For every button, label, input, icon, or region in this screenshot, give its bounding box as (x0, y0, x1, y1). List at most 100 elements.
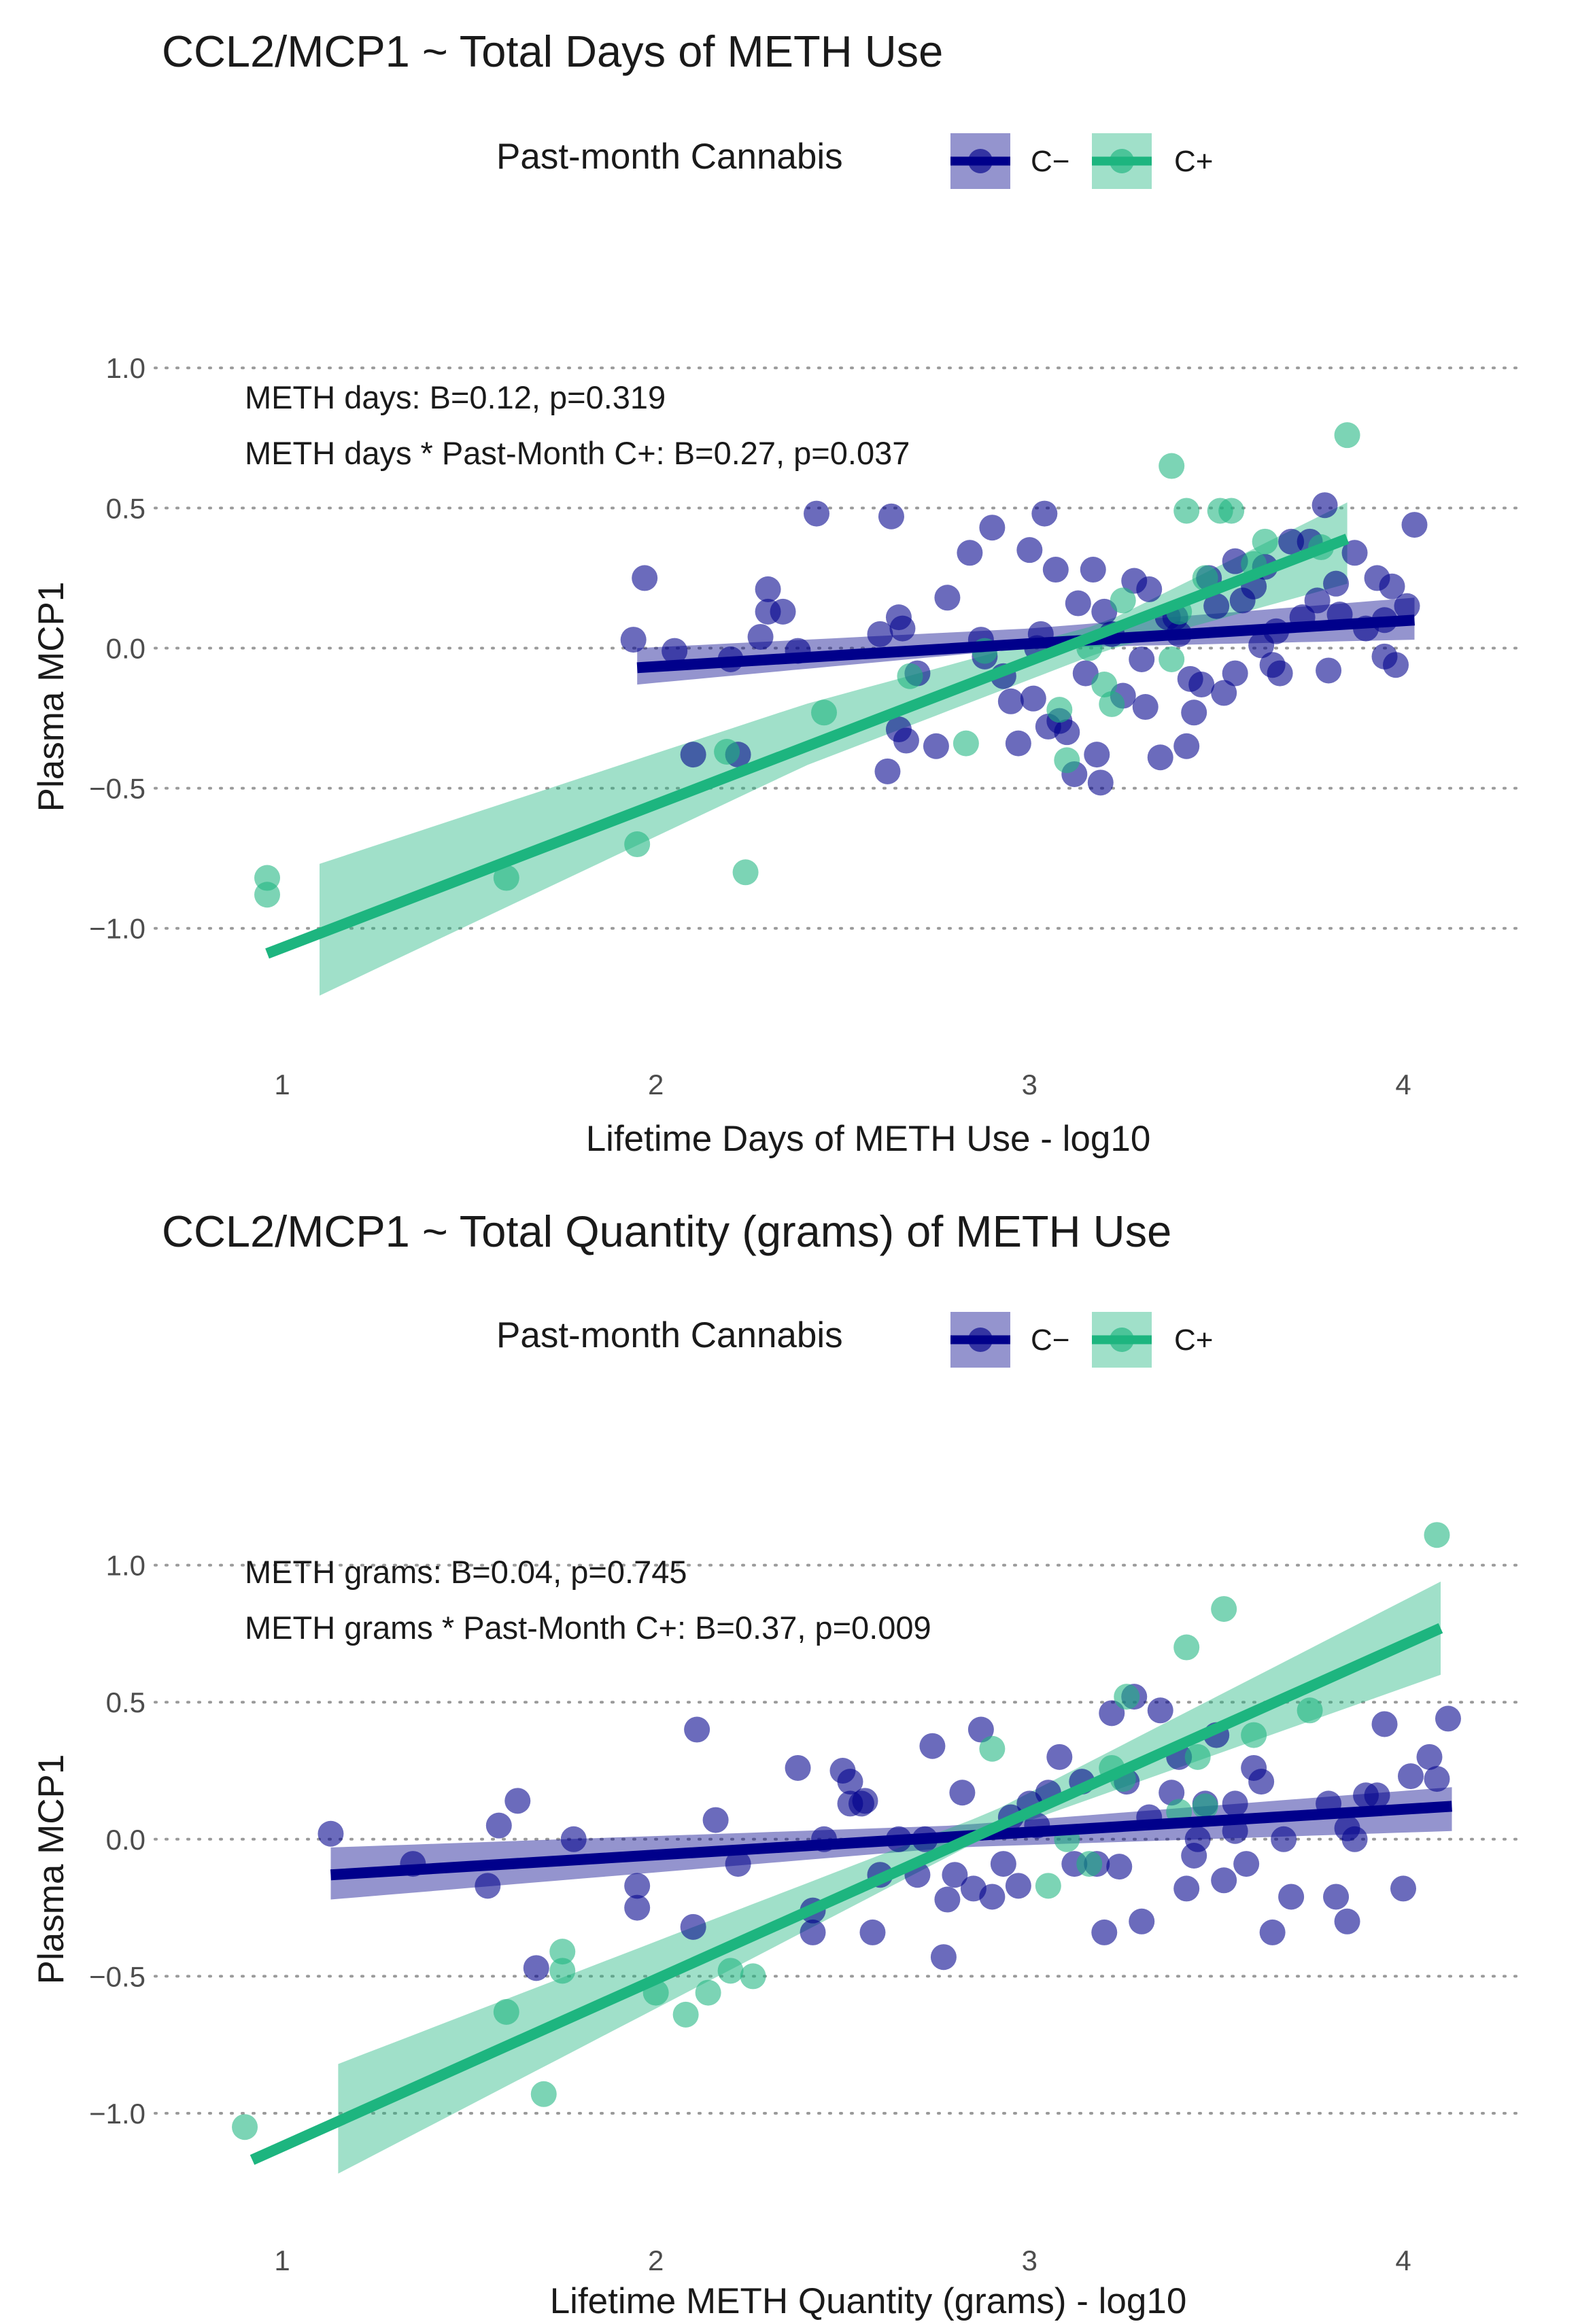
chart-2-point-c-minus-34 (979, 1884, 1006, 1910)
chart-2-point-c-minus-10 (684, 1716, 710, 1743)
chart-2-point-c-plus-0 (232, 2114, 258, 2140)
chart-1-point-c-minus-9 (770, 598, 796, 625)
chart-2-annotations: METH grams: B=0.04, p=0.745 METH grams *… (245, 1554, 931, 1646)
chart-2-point-c-plus-23 (1297, 1697, 1323, 1724)
chart-1-point-c-plus-14 (1099, 691, 1125, 717)
chart-2-point-c-minus-46 (1099, 1700, 1125, 1727)
chart-2-point-c-plus-16 (1114, 1684, 1140, 1710)
chart-1-point-c-plus-13 (1091, 672, 1118, 698)
chart-1-point-c-minus-37 (1054, 719, 1080, 746)
chart-1-y-tick-label-1: −0.5 (89, 773, 145, 805)
chart-1-title: CCL2/MCP1 ~ Total Days of METH Use (162, 27, 943, 76)
chart-2-fit-line-c-plus (250, 1623, 1443, 2165)
chart-1-point-c-minus-7 (755, 576, 781, 602)
chart-1-annotation-interaction: METH days * Past-Month C+: B=0.27, p=0.0… (245, 435, 910, 471)
chart-2-annotation-main: METH grams: B=0.04, p=0.745 (245, 1554, 687, 1590)
chart-1-point-c-minus-6 (747, 623, 774, 650)
chart-1-point-c-minus-85 (1394, 593, 1420, 619)
chart-1-point-c-minus-71 (1278, 528, 1305, 555)
chart-1-point-c-plus-2 (493, 865, 519, 891)
chart-1-point-c-minus-11 (804, 500, 830, 527)
chart-2-point-c-minus-7 (624, 1873, 651, 1899)
chart-2-x-tick-label-1: 2 (648, 2244, 664, 2276)
chart-2-x-tick-label-3: 4 (1395, 2244, 1411, 2276)
chart-2-x-tick-labels: 1 2 3 4 (274, 2244, 1411, 2276)
chart-1-point-c-minus-84 (1383, 652, 1409, 678)
chart-1-point-c-minus-25 (979, 515, 1006, 541)
chart-1-y-tick-label-3: 0.5 (106, 492, 145, 524)
chart-2-point-c-minus-75 (1390, 1875, 1416, 1902)
chart-2-y-tick-label-0: −1.0 (89, 2098, 145, 2130)
chart-1-point-c-plus-17 (1159, 453, 1185, 479)
chart-2-legend-title: Past-month Cannabis (496, 1315, 843, 1355)
chart-2-point-c-minus-50 (1129, 1908, 1155, 1935)
chart-1-point-c-minus-43 (1087, 769, 1114, 796)
chart-1-point-c-plus-10 (1046, 697, 1073, 723)
chart-1-point-c-minus-51 (1147, 744, 1173, 771)
chart-1-point-c-plus-6 (811, 699, 838, 726)
chart-2-point-c-plus-18 (1173, 1634, 1200, 1661)
chart-1-point-c-plus-11 (1054, 747, 1080, 774)
chart-2-point-c-minus-60 (1211, 1867, 1237, 1894)
chart-1-point-c-minus-41 (1080, 557, 1106, 583)
chart-1-point-c-minus-83 (1379, 573, 1405, 600)
chart-1-grid (154, 366, 1521, 930)
chart-2-point-c-minus-30 (942, 1862, 968, 1888)
chart-2-point-c-plus-7 (695, 1979, 721, 2006)
chart-2-y-tick-label-4: 1.0 (106, 1550, 145, 1582)
chart-2-point-c-minus-57 (1184, 1826, 1211, 1852)
chart-1-legend-label-c-minus: C− (1031, 145, 1069, 178)
chart-1-y-axis-title: Plasma MCP1 (31, 582, 71, 812)
chart-panel-1: CCL2/MCP1 ~ Total Days of METH Use Past-… (31, 27, 1521, 1159)
chart-2-point-c-minus-22 (859, 1919, 886, 1945)
chart-1-point-c-plus-4 (714, 739, 740, 765)
chart-1-fit-line-c-minus (636, 614, 1415, 674)
chart-1-point-c-minus-62 (1222, 660, 1248, 687)
chart-1-x-tick-label-1: 2 (648, 1069, 664, 1100)
chart-2-plot (232, 1522, 1461, 2174)
chart-2-point-c-minus-5 (523, 1955, 549, 1981)
chart-2-legend-key-c-plus-point (1110, 1328, 1134, 1352)
chart-2-point-c-minus-27 (919, 1733, 946, 1759)
chart-1-point-c-minus-55 (1173, 733, 1200, 759)
chart-1-y-tick-label-4: 1.0 (106, 352, 145, 384)
chart-2-point-c-plus-4 (549, 1958, 576, 1984)
chart-2-point-c-minus-45 (1091, 1919, 1118, 1945)
chart-2-point-c-plus-22 (1241, 1722, 1267, 1748)
chart-1-point-c-plus-20 (1192, 565, 1218, 591)
chart-2-point-c-plus-10 (979, 1735, 1006, 1762)
chart-1-point-c-minus-20 (923, 733, 949, 759)
chart-2-point-c-minus-55 (1173, 1875, 1200, 1902)
chart-1-point-c-plus-15 (1110, 587, 1136, 614)
chart-1-annotation-main: METH days: B=0.12, p=0.319 (245, 379, 666, 415)
chart-2-x-tick-label-2: 3 (1022, 2244, 1037, 2276)
chart-1-point-c-plus-26 (1334, 422, 1360, 449)
chart-1-point-c-minus-18 (893, 727, 919, 754)
chart-1-point-c-minus-22 (957, 540, 983, 566)
chart-2-point-c-plus-21 (1211, 1596, 1237, 1623)
chart-2-point-c-plus-13 (1076, 1851, 1103, 1877)
chart-2-point-c-minus-33 (967, 1716, 994, 1743)
chart-1-point-c-minus-49 (1132, 694, 1159, 721)
chart-2-point-c-minus-76 (1397, 1763, 1424, 1790)
chart-2-x-tick-label-0: 1 (274, 2244, 290, 2276)
chart-1-fit-line-c-plus (265, 534, 1350, 959)
chart-2-legend-label-c-minus: C− (1031, 1323, 1069, 1357)
chart-1-point-c-minus-48 (1129, 646, 1155, 672)
chart-2-point-c-plus-2 (530, 2081, 557, 2107)
chart-2-point-c-minus-21 (852, 1788, 878, 1814)
chart-2-point-c-plus-24 (1424, 1522, 1450, 1548)
chart-1-y-tick-label-2: 0.0 (106, 632, 145, 664)
chart-1-x-tick-labels: 1 2 3 4 (274, 1069, 1411, 1100)
chart-1-x-tick-label-3: 4 (1395, 1069, 1411, 1100)
chart-2-point-c-minus-66 (1271, 1826, 1297, 1852)
chart-2-point-c-minus-47 (1106, 1854, 1133, 1880)
chart-2-point-c-minus-9 (680, 1913, 706, 1940)
chart-2-y-tick-label-2: 0.0 (106, 1824, 145, 1856)
chart-1-point-c-minus-50 (1136, 576, 1163, 602)
chart-2-point-c-minus-69 (1323, 1884, 1350, 1910)
chart-1-point-c-minus-57 (1181, 699, 1207, 726)
chart-2-y-tick-label-1: −0.5 (89, 1960, 145, 1992)
chart-2-point-c-plus-6 (672, 2001, 699, 2028)
